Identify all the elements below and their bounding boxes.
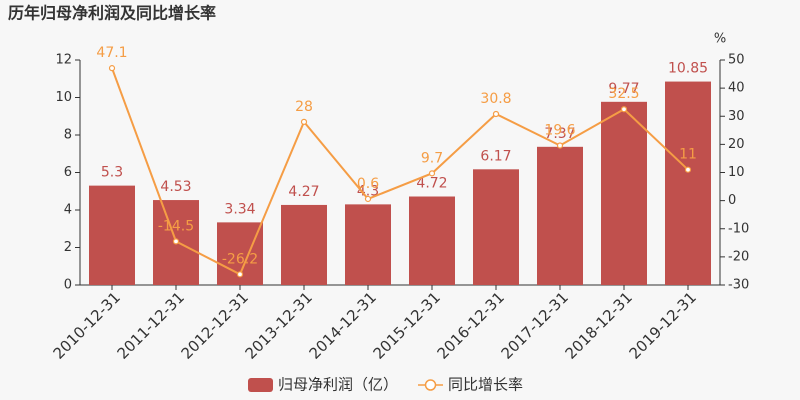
bar <box>281 204 327 285</box>
x-tick-label: 2011-12-31 <box>114 288 188 362</box>
legend-label: 同比增长率 <box>448 376 523 394</box>
line-point <box>556 142 564 149</box>
x-tick-label: 2013-12-31 <box>242 288 316 362</box>
x-tick-label: 2012-12-31 <box>178 288 252 362</box>
bar-value-label: 10.85 <box>668 61 708 77</box>
bar <box>601 101 647 285</box>
y-tick-label: 8 <box>64 128 72 143</box>
bar <box>473 169 519 285</box>
legend-swatch <box>424 379 437 391</box>
bar-value-label: 4.3 <box>357 183 379 199</box>
y-tick-label: 10 <box>55 90 72 105</box>
line-point <box>300 118 308 125</box>
bar-value-label: 7.37 <box>544 126 575 142</box>
legend-label: 归母净利润（亿） <box>278 376 398 394</box>
y2-tick-label: 30 <box>728 109 745 124</box>
y2-tick-label: -10 <box>728 221 749 236</box>
bar-value-label: 4.27 <box>288 184 319 200</box>
y2-tick-label: -20 <box>728 249 749 264</box>
line-point <box>108 65 116 72</box>
bar-value-label: 4.53 <box>160 179 191 195</box>
line-value-label: 19.6 <box>544 123 575 139</box>
line-value-label: -26.2 <box>222 251 258 267</box>
y2-tick-label: 10 <box>728 165 745 180</box>
line-value-label: -14.5 <box>158 218 194 234</box>
line-value-label: 0.6 <box>357 176 379 192</box>
line-value-label: 47.1 <box>96 45 127 61</box>
line-point <box>620 106 628 113</box>
line-point <box>364 195 372 203</box>
bar-value-label: 3.34 <box>224 201 255 217</box>
x-tick-label: 2016-12-31 <box>434 288 508 362</box>
bar <box>409 196 455 285</box>
y2-tick-label: 0 <box>728 193 736 208</box>
line-point <box>684 166 692 173</box>
line-value-label: 9.7 <box>421 150 443 166</box>
line-point <box>428 170 436 177</box>
x-tick-label: 2017-12-31 <box>498 288 572 362</box>
x-tick-label: 2018-12-31 <box>562 288 636 362</box>
bar <box>345 204 391 285</box>
line-value-label: 30.8 <box>480 91 511 107</box>
x-tick-label: 2019-12-31 <box>626 288 700 362</box>
bar <box>537 146 583 285</box>
y-tick-label: 6 <box>64 165 72 180</box>
bar-value-label: 5.3 <box>101 165 123 181</box>
legend-swatch <box>248 378 273 392</box>
line-point <box>172 238 180 245</box>
bar <box>665 81 711 285</box>
x-tick-label: 2014-12-31 <box>306 288 380 362</box>
y2-tick-label: -30 <box>728 278 749 293</box>
y2-axis-label: % <box>714 32 726 47</box>
line <box>111 67 689 276</box>
bar-value-label: 4.72 <box>416 176 447 192</box>
x-tick-label: 2015-12-31 <box>370 288 444 362</box>
bar-value-label: 6.17 <box>480 148 511 164</box>
bar-value-label: 9.77 <box>608 81 639 97</box>
y-tick-label: 0 <box>64 278 72 293</box>
bar <box>89 185 135 285</box>
x-tick-label: 2010-12-31 <box>50 288 124 362</box>
y-tick-label: 2 <box>64 240 72 255</box>
line-point <box>236 271 244 278</box>
line-value-label: 28 <box>295 99 313 115</box>
chart-title: 历年归母净利润及同比增长率 <box>8 4 216 23</box>
y2-tick-label: 50 <box>728 53 745 68</box>
y-tick-label: 4 <box>64 203 72 218</box>
y2-tick-label: 40 <box>728 81 745 96</box>
line-value-label: 11 <box>679 147 697 163</box>
y2-tick-label: 20 <box>728 137 745 152</box>
line-value-label: 32.5 <box>608 86 639 102</box>
line-point <box>492 110 500 118</box>
y-tick-label: 12 <box>55 53 72 68</box>
